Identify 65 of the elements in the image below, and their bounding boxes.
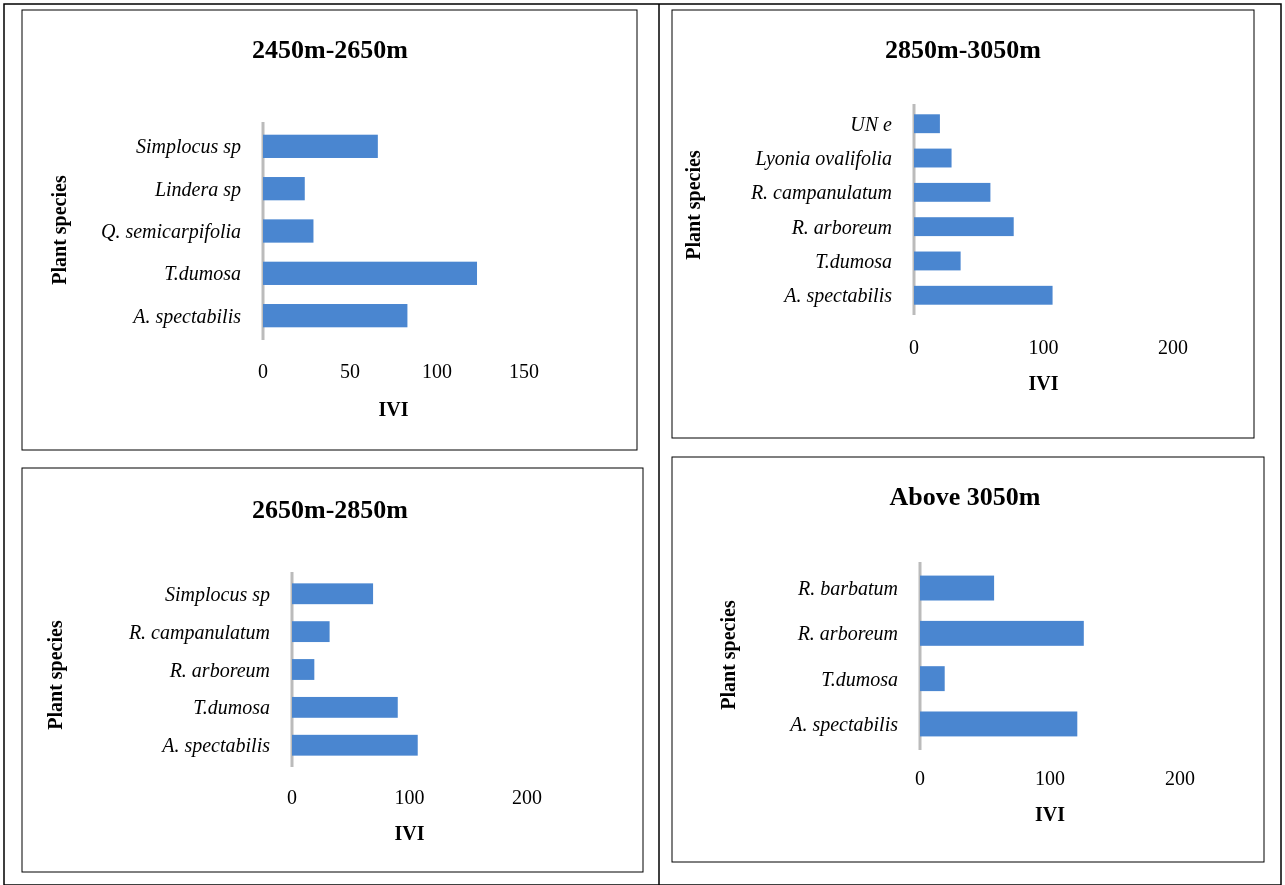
y-tick-label: R. arboreum: [790, 215, 892, 238]
y-tick-label: A. spectabilis: [131, 304, 242, 328]
y-tick-label: T.dumosa: [193, 696, 270, 719]
y-tick-label: T.dumosa: [821, 667, 898, 690]
bar: [263, 304, 408, 328]
y-tick-label: R. campanulatum: [127, 620, 270, 644]
x-tick-label: 100: [1035, 767, 1065, 789]
bar: [263, 177, 305, 201]
bar: [914, 251, 961, 271]
x-tick-label: 50: [340, 360, 360, 382]
bar: [263, 134, 378, 158]
x-tick-label: 100: [422, 360, 452, 382]
y-tick-label: R. arboreum: [168, 658, 270, 681]
bar: [914, 148, 952, 168]
y-tick-label: R. barbatum: [797, 577, 898, 600]
bar: [920, 666, 945, 692]
x-tick-label: 200: [1165, 767, 1195, 789]
chart-title: Above 3050m: [889, 482, 1041, 511]
y-tick-label: Q. semicarpifolia: [101, 220, 241, 243]
y-tick-label: Lyonia ovalifolia: [754, 147, 892, 171]
x-tick-label: 0: [909, 336, 919, 358]
y-tick-label: Simplocus sp: [165, 582, 270, 606]
bar: [914, 217, 1014, 237]
y-tick-label: UN e: [850, 112, 893, 135]
y-tick-label: A. spectabilis: [782, 284, 893, 308]
chart-title: 2650m-2850m: [252, 495, 409, 524]
x-tick-label: 0: [258, 360, 268, 382]
x-axis-title: IVI: [1028, 372, 1059, 394]
x-tick-label: 200: [1158, 336, 1188, 358]
chart-title: 2850m-3050m: [885, 35, 1042, 64]
x-axis-title: IVI: [378, 398, 409, 420]
x-tick-label: 0: [287, 786, 297, 808]
y-tick-label: A. spectabilis: [160, 734, 271, 758]
y-tick-label: Lindera sp: [153, 177, 241, 201]
x-tick-label: 200: [512, 786, 542, 808]
y-tick-label: T.dumosa: [164, 262, 241, 285]
x-tick-label: 100: [1028, 336, 1059, 358]
y-tick-label: R. arboreum: [796, 622, 898, 645]
bar: [920, 575, 995, 601]
bar: [914, 182, 991, 202]
bar: [292, 583, 374, 605]
bar: [292, 659, 315, 680]
y-tick-label: R. campanulatum: [749, 181, 892, 205]
bar: [914, 114, 940, 134]
y-axis-title: Plant species: [48, 175, 71, 285]
bar: [292, 621, 330, 643]
y-axis-title: Plant species: [44, 620, 67, 730]
x-tick-label: 0: [915, 767, 925, 789]
bar: [914, 285, 1053, 305]
y-tick-label: A. spectabilis: [788, 712, 899, 736]
bar: [263, 219, 314, 243]
bar: [263, 261, 478, 285]
bar: [292, 696, 398, 718]
x-tick-label: 100: [394, 786, 425, 808]
y-axis-title: Plant species: [717, 600, 740, 710]
x-tick-label: 150: [509, 360, 539, 382]
y-tick-label: Simplocus sp: [136, 135, 241, 159]
x-axis-title: IVI: [394, 822, 425, 844]
y-axis-title: Plant species: [682, 150, 705, 260]
bar: [920, 711, 1078, 737]
chart-title: 2450m-2650m: [252, 35, 409, 64]
bar: [920, 620, 1084, 646]
y-tick-label: T.dumosa: [815, 249, 892, 272]
x-axis-title: IVI: [1034, 803, 1066, 825]
bar: [292, 734, 418, 756]
